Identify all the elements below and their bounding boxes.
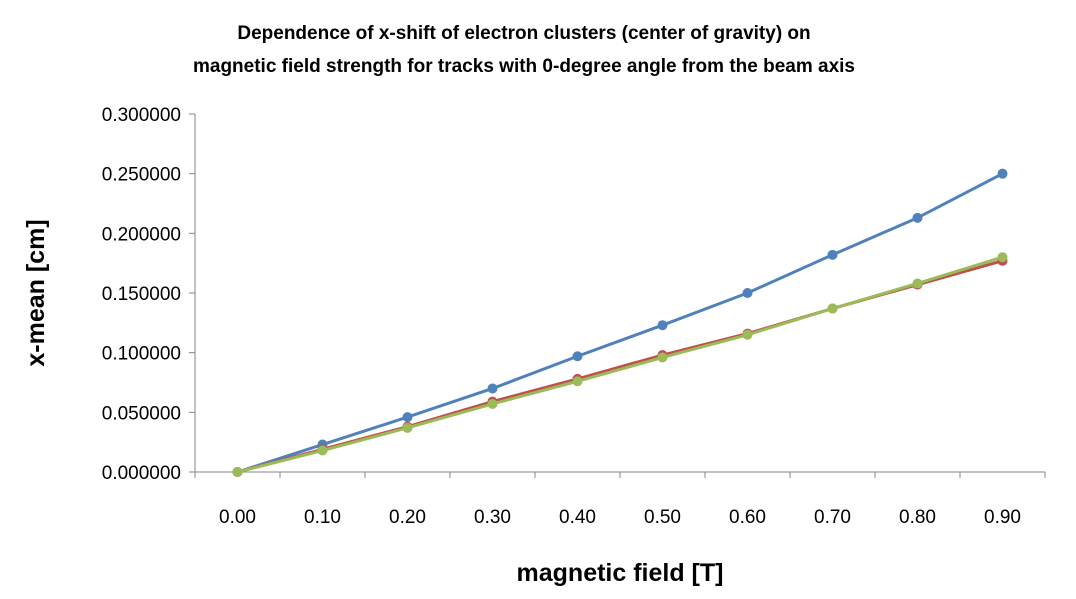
data-point (912, 278, 923, 289)
x-axis-label: magnetic field [T] (517, 559, 724, 587)
data-point (402, 422, 413, 433)
data-point (487, 398, 498, 409)
x-tick-label: 0.70 (814, 507, 851, 528)
x-tick-label: 0.20 (389, 507, 426, 528)
y-tick-label: 0.150000 (102, 284, 181, 305)
data-point (997, 252, 1008, 263)
data-point (742, 288, 753, 298)
x-tick-label: 0.00 (219, 507, 256, 528)
chart-title-line-1: Dependence of x-shift of electron cluste… (237, 23, 810, 44)
y-tick-label: 0.200000 (102, 224, 181, 245)
chart-title-line-2: magnetic field strength for tracks with … (193, 56, 855, 77)
y-axis-label: x-mean [cm] (22, 219, 50, 366)
series-line (237, 172, 1004, 474)
series-line (237, 255, 1003, 474)
series-1 (232, 168, 1008, 477)
x-tick-label: 0.40 (559, 507, 596, 528)
x-tick-label: 0.50 (644, 507, 681, 528)
x-tick-label: 0.60 (729, 507, 766, 528)
data-point (657, 352, 668, 363)
data-point (572, 351, 583, 362)
data-point (742, 329, 753, 340)
data-point (827, 303, 838, 314)
series-3 (232, 252, 1008, 477)
y-tick-label: 0.250000 (102, 165, 181, 186)
data-point (912, 212, 923, 223)
x-tick-label: 0.80 (899, 507, 936, 528)
y-tick-label: 0.300000 (102, 105, 181, 126)
y-tick-label: 0.050000 (102, 403, 181, 424)
y-axis-ticks: 0.000000 0.050000 0.100000 0.150000 0.200000… (102, 105, 195, 484)
x-tick-label: 0.10 (304, 507, 341, 528)
data-point (232, 467, 243, 477)
x-tick-label: 0.90 (984, 507, 1021, 528)
data-point (997, 168, 1008, 179)
data-point (487, 383, 498, 394)
y-tick-label: 0.000000 (102, 463, 181, 484)
y-tick-label: 0.100000 (102, 344, 181, 365)
x-tick-label: 0.30 (474, 507, 511, 528)
data-point (317, 445, 328, 456)
data-point (657, 320, 668, 331)
data-point (402, 412, 413, 423)
x-axis-ticks: 0.00 0.10 0.20 0.30 0.40 0.50 0.60 0.70 0.80 0.90 (194, 472, 1046, 528)
series-layer (232, 168, 1008, 477)
data-point (572, 376, 583, 387)
data-point (827, 249, 838, 260)
